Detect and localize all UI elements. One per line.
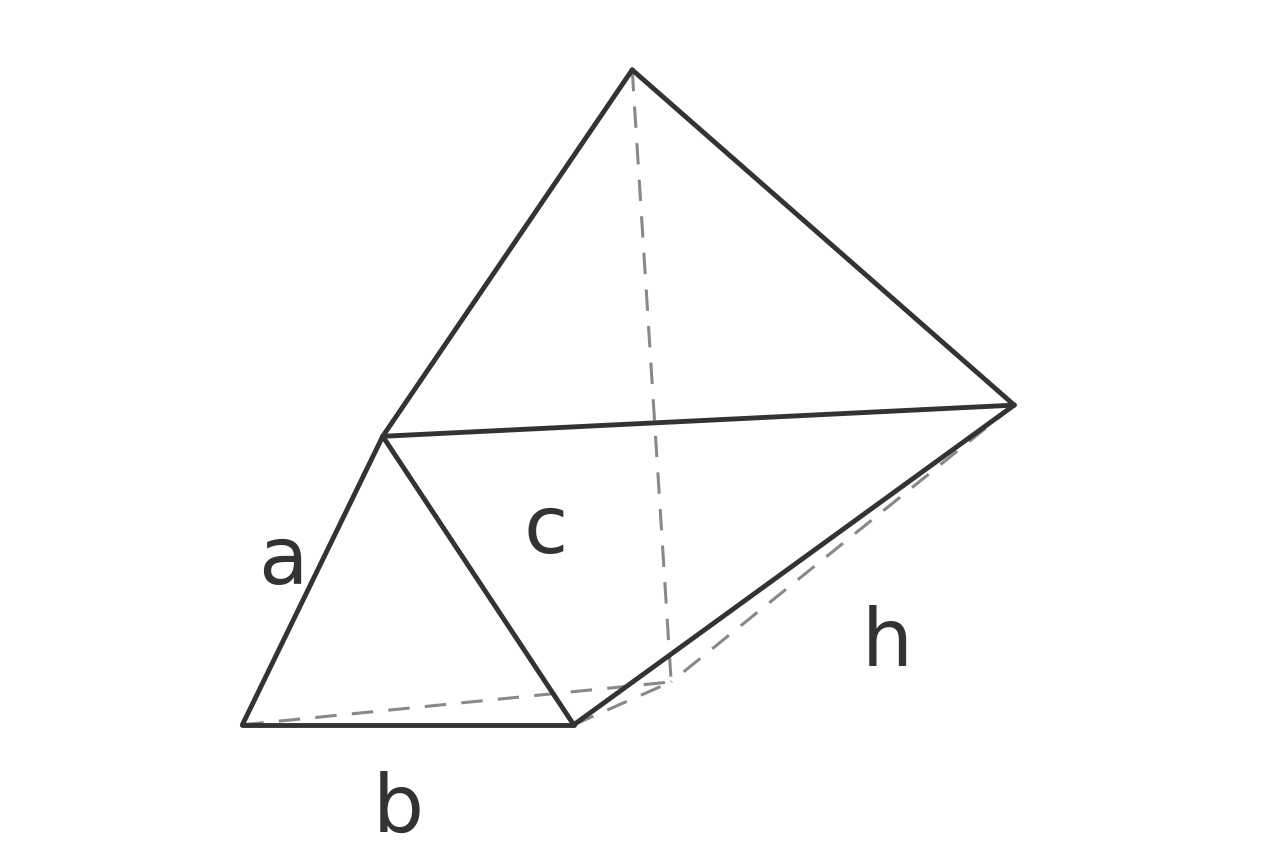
- Text: b: b: [372, 770, 424, 848]
- Text: a: a: [259, 522, 307, 601]
- Text: h: h: [863, 604, 913, 682]
- Text: c: c: [524, 491, 567, 569]
